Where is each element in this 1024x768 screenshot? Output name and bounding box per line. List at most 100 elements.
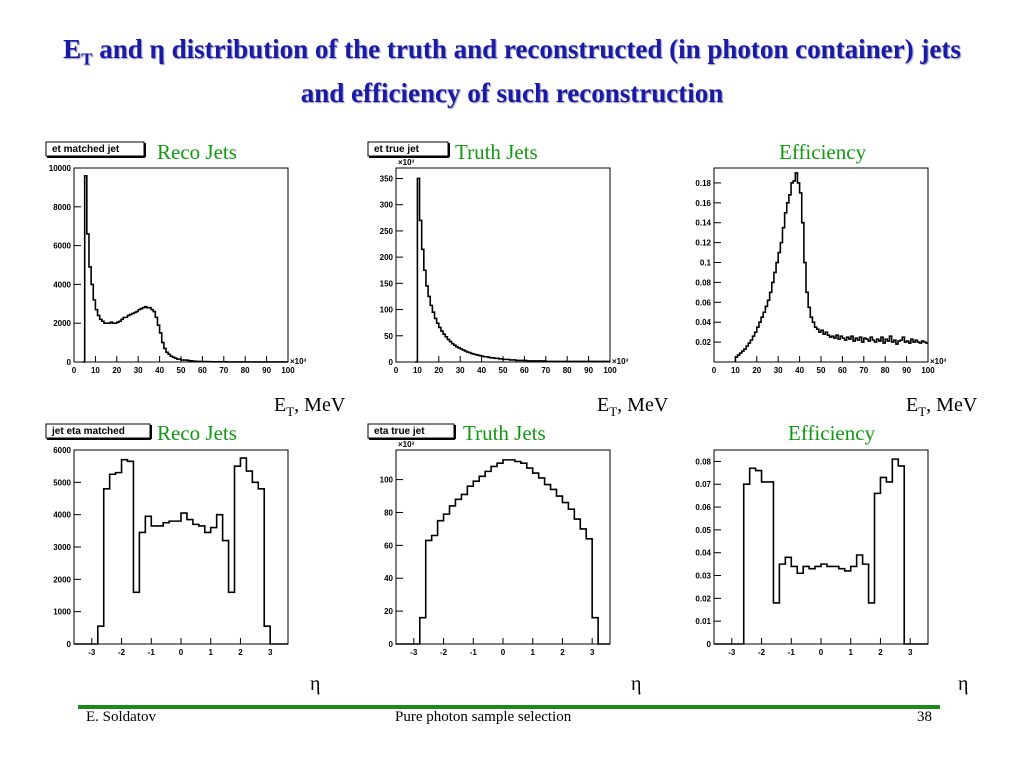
- histogram-svg: -3 -2 -1 0 1 2 3 0 1000 2000 3000 4000 5000 6000 jet e…: [45, 423, 289, 657]
- x-tick-label: 1: [530, 648, 535, 657]
- xlabel-eta-reco: η: [310, 673, 321, 695]
- x-tick-label: -2: [118, 648, 126, 657]
- x-tick-label: -2: [758, 648, 766, 657]
- y-tick-label: 0.02: [695, 594, 711, 603]
- x-tick-label: 100: [921, 366, 935, 375]
- plot-et-truth: 0 10 20 30 40 50 60 70 80 90 100 0 50 100 150 200 250 300…: [362, 138, 646, 386]
- x-tick-label: 20: [434, 366, 443, 375]
- y-tick-label: 100: [380, 476, 394, 485]
- label-eta-efficiency: Efficiency: [788, 421, 876, 445]
- y-tick-label: 0.16: [695, 199, 711, 208]
- y-tick-label: 4000: [53, 511, 71, 520]
- y-tick-label: 80: [384, 508, 393, 517]
- stat-box-title: et true jet: [374, 144, 420, 155]
- x-tick-label: 1: [848, 648, 853, 657]
- y-tick-label: 350: [380, 174, 394, 183]
- y-tick-label: 200: [380, 253, 394, 262]
- xlabel-eta-efficiency: η: [958, 673, 969, 695]
- y-tick-label: 20: [384, 607, 393, 616]
- x-tick-label: 90: [262, 366, 271, 375]
- x-tick-label: 90: [584, 366, 593, 375]
- y-tick-label: 4000: [53, 280, 71, 289]
- y-tick-label: 0.08: [695, 457, 711, 466]
- y-tick-label: 0.18: [695, 179, 711, 188]
- histogram-svg: 0 10 20 30 40 50 60 70 80 90 100 0 2000 4000 6000 8000 1…: [45, 141, 307, 375]
- y-tick-label: 0: [389, 640, 394, 649]
- x-tick-label: 2: [238, 648, 243, 657]
- stat-box-title: jet eta matched: [51, 426, 125, 437]
- y-tick-label: 250: [380, 227, 394, 236]
- y-tick-label: 0.04: [695, 549, 711, 558]
- y-tick-label: 1000: [53, 608, 71, 617]
- slide-title: ET and η distribution of the truth and r…: [63, 34, 961, 109]
- x-tick-label: -1: [148, 648, 156, 657]
- x-tick-label: 3: [590, 648, 595, 657]
- plot-frame: [73, 449, 289, 645]
- y-tick-label: 40: [384, 574, 393, 583]
- histogram-svg: -3 -2 -1 0 1 2 3 0 20 40 60 80 100 ×10³ eta true jet: [367, 423, 611, 657]
- x-tick-label: 3: [908, 648, 913, 657]
- y-tick-label: 2000: [53, 319, 71, 328]
- y-exponent-label: ×10³: [398, 158, 415, 167]
- x-tick-label: 0: [712, 366, 717, 375]
- x-tick-label: 10: [91, 366, 100, 375]
- x-exponent-label: ×10³: [290, 357, 307, 366]
- y-tick-label: 0.1: [700, 259, 712, 268]
- plot-et-reco: 0 10 20 30 40 50 60 70 80 90 100 0 2000 4000 6000 8000 1…: [40, 138, 324, 386]
- x-tick-label: 0: [72, 366, 77, 375]
- y-tick-label: 0.04: [695, 318, 711, 327]
- x-tick-label: 0: [819, 648, 824, 657]
- x-tick-label: 70: [541, 366, 550, 375]
- x-exponent-label: ×10³: [930, 357, 947, 366]
- y-tick-label: 6000: [53, 446, 71, 455]
- y-tick-label: 150: [380, 279, 394, 288]
- stat-box-title: eta true jet: [374, 426, 425, 437]
- histogram-line: [82, 174, 288, 363]
- y-tick-label: 8000: [53, 203, 71, 212]
- y-tick-label: 10000: [49, 164, 72, 173]
- x-tick-label: 60: [520, 366, 529, 375]
- label-eta-reco: Reco Jets: [157, 421, 237, 445]
- x-tick-label: 40: [795, 366, 804, 375]
- x-tick-label: 50: [499, 366, 508, 375]
- footer-author: E. Soldatov: [86, 709, 156, 725]
- x-tick-label: 1: [208, 648, 213, 657]
- y-tick-label: 0: [389, 358, 394, 367]
- x-tick-label: 100: [603, 366, 617, 375]
- y-tick-label: 0.12: [695, 239, 711, 248]
- label-et-reco: Reco Jets: [157, 140, 237, 164]
- x-tick-label: 30: [456, 366, 465, 375]
- y-tick-label: 3000: [53, 543, 71, 552]
- plot-frame: [395, 167, 611, 363]
- y-tick-label: 0.02: [695, 338, 711, 347]
- histogram-line: [415, 177, 610, 363]
- histogram-line: [74, 457, 288, 645]
- plot-frame: [713, 449, 929, 645]
- x-tick-label: 70: [219, 366, 228, 375]
- y-tick-label: 0: [707, 640, 712, 649]
- y-tick-label: 300: [380, 201, 394, 210]
- histogram-svg: -3 -2 -1 0 1 2 3 0 0.01 0.02 0.03 0.04 0.05 0.06 0.07 0…: [695, 449, 929, 657]
- x-tick-label: 10: [413, 366, 422, 375]
- y-tick-label: 0.01: [695, 617, 711, 626]
- y-tick-label: 0: [67, 358, 72, 367]
- x-tick-label: -1: [470, 648, 478, 657]
- histogram-line: [714, 458, 928, 645]
- x-tick-label: 60: [838, 366, 847, 375]
- x-tick-label: 10: [731, 366, 740, 375]
- y-tick-label: 0.03: [695, 572, 711, 581]
- y-tick-label: 0.07: [695, 480, 711, 489]
- y-tick-label: 100: [380, 306, 394, 315]
- histogram-line: [396, 459, 610, 645]
- y-tick-label: 60: [384, 541, 393, 550]
- footer-divider: [78, 705, 940, 709]
- x-tick-label: 40: [477, 366, 486, 375]
- x-tick-label: 30: [774, 366, 783, 375]
- y-tick-label: 0.14: [695, 219, 711, 228]
- label-et-efficiency: Efficiency: [779, 140, 867, 164]
- x-tick-label: 0: [179, 648, 184, 657]
- x-tick-label: -3: [728, 648, 736, 657]
- xlabel-et-efficiency: ET, MeV: [906, 394, 978, 419]
- x-tick-label: -3: [410, 648, 418, 657]
- x-tick-label: 80: [563, 366, 572, 375]
